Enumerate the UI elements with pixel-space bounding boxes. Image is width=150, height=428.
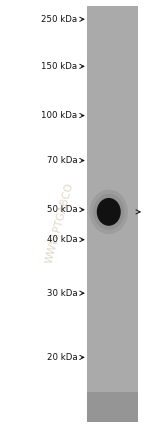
Text: 70 kDa: 70 kDa <box>47 156 77 165</box>
Text: 50 kDa: 50 kDa <box>47 205 77 214</box>
Bar <box>87 392 138 422</box>
Ellipse shape <box>90 190 128 234</box>
Bar <box>87 6 138 422</box>
Text: WWW.PTGABCO: WWW.PTGABCO <box>44 181 76 264</box>
Text: 100 kDa: 100 kDa <box>41 111 77 120</box>
Text: 150 kDa: 150 kDa <box>41 62 77 71</box>
Text: 40 kDa: 40 kDa <box>47 235 77 244</box>
Text: 20 kDa: 20 kDa <box>47 353 77 362</box>
Ellipse shape <box>93 194 124 230</box>
Ellipse shape <box>97 198 121 226</box>
Text: 250 kDa: 250 kDa <box>41 15 77 24</box>
Text: 30 kDa: 30 kDa <box>47 288 77 298</box>
